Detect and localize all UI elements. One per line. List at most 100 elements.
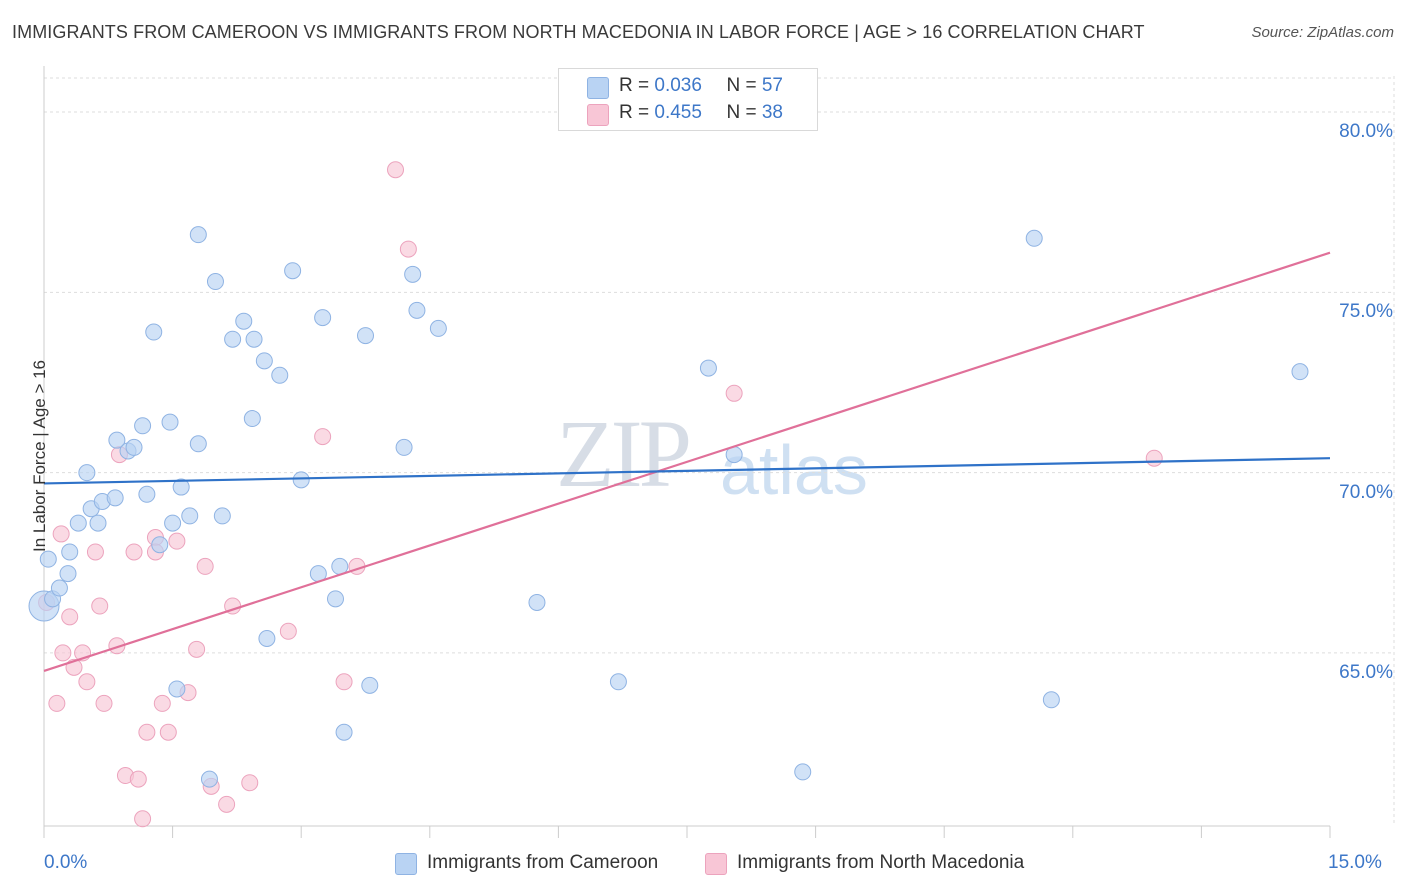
correlation-legend: R = 0.036 N = 57 R = 0.455 N = 38 (558, 68, 818, 131)
cameroon-point (326, 590, 344, 608)
cameroon-point (213, 507, 231, 525)
cameroon-point (138, 485, 156, 503)
north-macedonia-point (1145, 449, 1163, 467)
cameroon-point (172, 478, 190, 496)
cameroon-trend-line (43, 457, 1331, 485)
cameroon-point (200, 770, 218, 788)
bottom-legend-swatch-cameroon (395, 853, 417, 875)
north-macedonia-point (48, 694, 66, 712)
cameroon-point (235, 312, 253, 330)
legend-r-label: R = (619, 102, 655, 123)
north-macedonia-trend-line (43, 251, 1331, 672)
north-macedonia-point (335, 673, 353, 691)
watermark-zip: ZIP (556, 400, 692, 507)
north-macedonia-point (125, 543, 143, 561)
north-macedonia-point (95, 694, 113, 712)
north-macedonia-point (168, 532, 186, 550)
x-tick-label-max: 15.0% (1328, 852, 1382, 873)
north-macedonia-point (61, 608, 79, 626)
north-macedonia-point (86, 543, 104, 561)
legend-n-value: 57 (761, 75, 783, 96)
north-macedonia-point (218, 795, 236, 813)
cameroon-point (39, 550, 57, 568)
cameroon-point (404, 265, 422, 283)
north-macedonia-point (134, 810, 152, 828)
cameroon-point (258, 630, 276, 647)
cameroon-point (609, 673, 627, 691)
cameroon-point (108, 431, 126, 449)
cameroon-point (361, 676, 379, 694)
cameroon-point (1291, 363, 1309, 381)
cameroon-point (89, 514, 107, 532)
cameroon-point (59, 565, 77, 583)
cameroon-point (145, 323, 163, 341)
series-north-macedonia-points (38, 161, 1163, 828)
cameroon-point (699, 359, 717, 377)
north-macedonia-point (387, 161, 405, 179)
cameroon-point (408, 301, 426, 319)
series-cameroon-points (28, 226, 1309, 788)
north-macedonia-point (399, 240, 417, 258)
y-tick-label: 75.0% (1339, 301, 1393, 323)
cameroon-point (78, 464, 96, 482)
legend-r-value: 0.036 (654, 75, 702, 96)
cameroon-point (271, 366, 289, 384)
cameroon-point (292, 471, 310, 489)
legend-n-label: N = (726, 75, 762, 96)
cameroon-point (1042, 691, 1060, 709)
bottom-legend-swatch-north-macedonia (705, 853, 727, 875)
cameroon-point (164, 514, 182, 532)
north-macedonia-point (52, 525, 70, 543)
y-tick-label: 65.0% (1339, 661, 1393, 683)
cameroon-point (395, 438, 413, 456)
cameroon-point (255, 352, 273, 370)
cameroon-point (794, 763, 812, 781)
cameroon-point (429, 319, 447, 337)
cameroon-point (284, 262, 302, 280)
cameroon-point (151, 536, 169, 554)
cameroon-point (106, 489, 124, 507)
north-macedonia-point (138, 723, 156, 741)
legend-n-value: 38 (761, 102, 783, 123)
cameroon-point (134, 417, 152, 435)
cameroon-point (61, 543, 79, 561)
cameroon-point (243, 410, 261, 428)
legend-n-label: N = (726, 102, 762, 123)
cameroon-point (181, 507, 199, 525)
north-macedonia-point (54, 644, 72, 662)
cameroon-point (1025, 229, 1043, 247)
axis-layer (43, 66, 1331, 838)
cameroon-point (168, 680, 186, 698)
source-label: Source: ZipAtlas.com (1251, 24, 1394, 41)
north-macedonia-point (725, 384, 743, 402)
cameroon-point (528, 593, 546, 611)
legend-swatch-cameroon (587, 77, 609, 99)
cameroon-point (189, 226, 207, 244)
north-macedonia-point (159, 723, 177, 741)
y-tick-label: 70.0% (1339, 481, 1393, 503)
north-macedonia-point (153, 694, 171, 712)
cameroon-point (125, 438, 143, 456)
cameroon-point (161, 413, 179, 431)
cameroon-point (357, 327, 374, 345)
chart-title: IMMIGRANTS FROM CAMEROON VS IMMIGRANTS F… (12, 22, 1145, 42)
cameroon-point (189, 435, 207, 453)
cameroon-point (314, 309, 332, 327)
north-macedonia-point (314, 428, 332, 446)
y-axis-label: In Labor Force | Age > 16 (30, 359, 49, 553)
y-tick-label: 80.0% (1339, 121, 1393, 143)
cameroon-point (245, 330, 263, 348)
x-tick-label-min: 0.0% (44, 852, 88, 873)
trend-layer (43, 251, 1331, 672)
cameroon-point (335, 723, 353, 741)
north-macedonia-point (129, 770, 147, 788)
north-macedonia-point (91, 597, 109, 615)
cameroon-point (69, 514, 87, 532)
cameroon-point (224, 330, 242, 348)
north-macedonia-point (78, 673, 96, 691)
legend-r-value: 0.455 (654, 102, 702, 123)
cameroon-point (206, 273, 224, 291)
north-macedonia-point (188, 640, 206, 658)
bottom-legend-label-north-macedonia: Immigrants from North Macedonia (737, 852, 1025, 873)
